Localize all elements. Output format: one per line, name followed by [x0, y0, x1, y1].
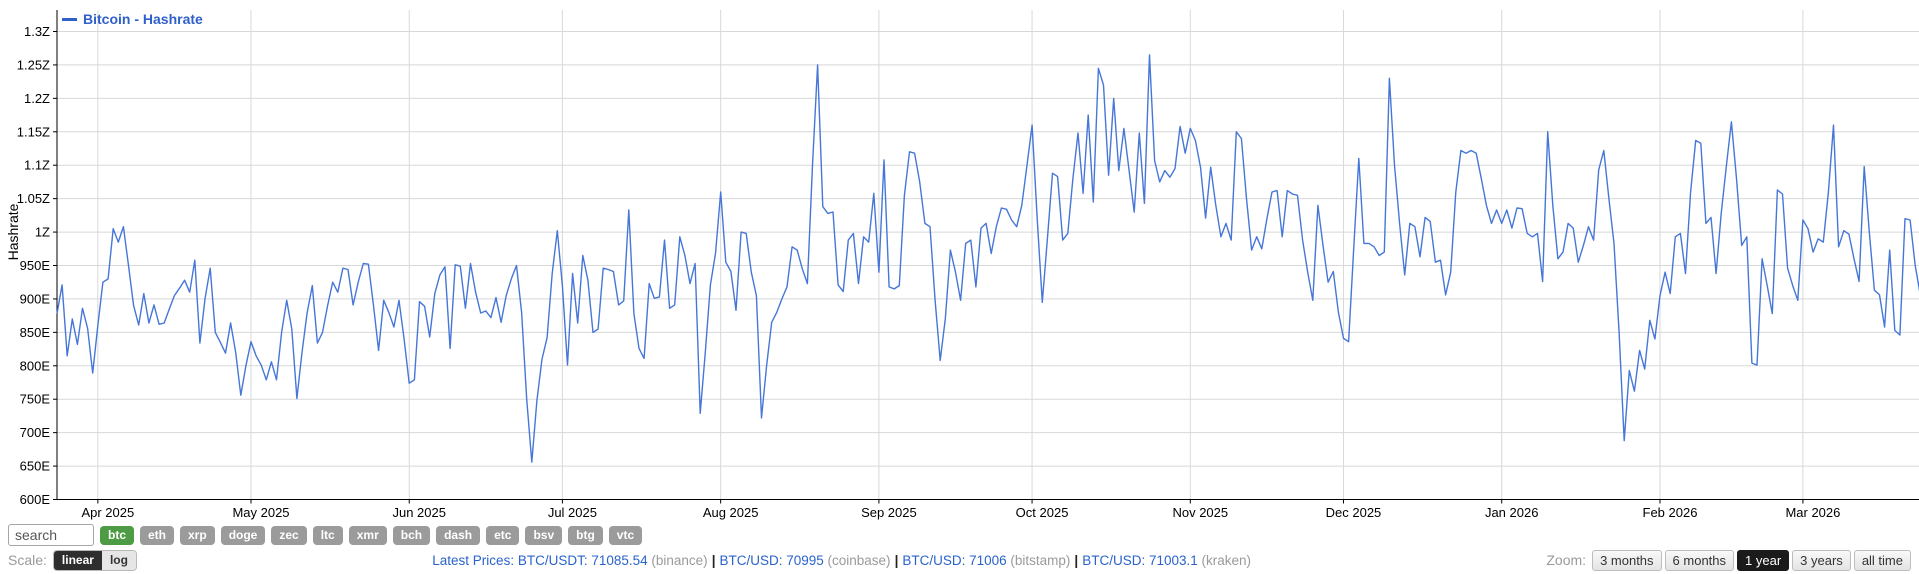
axis-labels: 600E 650E 700E 750E 800E 850E 900E 950E 1Z 1.05Z 1… [17, 24, 1841, 520]
legend-line-icon [62, 17, 77, 21]
zoom-buttons: 3 months 6 months 1 year 3 years all time [1592, 549, 1911, 571]
svg-text:1.25Z: 1.25Z [17, 57, 50, 72]
price-link-binance[interactable]: BTC/USDT: 71085.54 [517, 552, 648, 568]
latest-prices: Latest Prices: BTC/USDT: 71085.54 (binan… [137, 553, 1546, 568]
svg-text:1.05Z: 1.05Z [17, 191, 50, 206]
zoom-option-6-months[interactable]: 6 months [1664, 549, 1735, 571]
svg-text:900E: 900E [20, 291, 51, 306]
svg-text:Jan 2026: Jan 2026 [1485, 505, 1539, 520]
coin-button-dash[interactable]: dash [436, 525, 481, 545]
bottom-bar: Scale: linear log Latest Prices: BTC/USDT… [8, 549, 1911, 571]
coin-button-btg[interactable]: btg [568, 525, 603, 545]
svg-text:800E: 800E [20, 358, 51, 373]
coin-button-xrp[interactable]: xrp [180, 525, 215, 545]
zoom-option-all-time[interactable]: all time [1853, 549, 1911, 571]
svg-text:Feb 2026: Feb 2026 [1643, 505, 1698, 520]
zoom-option-1-year[interactable]: 1 year [1737, 549, 1790, 571]
hashrate-chart[interactable]: 600E 650E 700E 750E 800E 850E 900E 950E 1Z 1.05Z 1… [0, 0, 1919, 520]
price-exchange-kraken: (kraken) [1197, 552, 1252, 568]
svg-text:750E: 750E [20, 392, 51, 407]
price-separator: | [711, 552, 716, 568]
svg-text:1.2Z: 1.2Z [24, 91, 50, 106]
scale-toggle: linear log [52, 549, 137, 571]
price-link-coinbase[interactable]: BTC/USD: 70995 [719, 552, 824, 568]
price-exchange-coinbase: (coinbase) [823, 552, 891, 568]
price-link-kraken[interactable]: BTC/USD: 71003.1 [1082, 552, 1198, 568]
svg-text:Nov 2025: Nov 2025 [1172, 505, 1228, 520]
svg-text:700E: 700E [20, 425, 51, 440]
scale-option-log[interactable]: log [101, 550, 136, 570]
coin-buttons: btc eth xrp doge zec ltc xmr bch dash etc bsv btg vt… [100, 525, 643, 545]
search-input[interactable] [8, 524, 94, 546]
coin-button-zec[interactable]: zec [271, 525, 307, 545]
svg-text:May 2025: May 2025 [232, 505, 289, 520]
zoom-option-3-months[interactable]: 3 months [1592, 549, 1662, 571]
svg-text:Oct 2025: Oct 2025 [1016, 505, 1069, 520]
series-line [56, 54, 1919, 463]
coin-button-vtc[interactable]: vtc [608, 525, 643, 545]
price-separator: | [1074, 552, 1079, 568]
zoom-option-3-years[interactable]: 3 years [1792, 549, 1851, 571]
gridlines [57, 10, 1919, 500]
coin-button-eth[interactable]: eth [140, 525, 174, 545]
price-exchange-bitstamp: (bitstamp) [1006, 552, 1071, 568]
svg-text:Apr 2025: Apr 2025 [81, 505, 134, 520]
svg-text:650E: 650E [20, 459, 51, 474]
svg-text:Sep 2025: Sep 2025 [861, 505, 917, 520]
chart-region: 600E 650E 700E 750E 800E 850E 900E 950E 1Z 1.05Z 1… [0, 0, 1919, 520]
coin-button-etc[interactable]: etc [486, 525, 520, 545]
svg-text:950E: 950E [20, 258, 51, 273]
coin-filter-row: btcethxrpdogezecltcxmrbchdashetcbsvbtgvt… [8, 524, 1911, 546]
svg-text:Aug 2025: Aug 2025 [703, 505, 759, 520]
coin-button-bch[interactable]: bch [392, 525, 431, 545]
coin-button-doge[interactable]: doge [220, 525, 266, 545]
zoom-label: Zoom: [1546, 552, 1587, 568]
svg-text:1.1Z: 1.1Z [24, 158, 50, 173]
price-link-bitstamp[interactable]: BTC/USD: 71006 [902, 552, 1007, 568]
svg-text:1.3Z: 1.3Z [24, 24, 50, 39]
scale-label: Scale: [8, 552, 47, 568]
coin-button-xmr[interactable]: xmr [348, 525, 387, 545]
scale-option-linear[interactable]: linear [53, 550, 102, 570]
y-axis-title: Hashrate [5, 203, 21, 261]
svg-text:1Z: 1Z [35, 225, 50, 240]
latest-prices-label: Latest Prices: [432, 552, 518, 568]
price-separator: | [894, 552, 899, 568]
axis-lines [53, 10, 1919, 504]
svg-text:1.15Z: 1.15Z [17, 124, 50, 139]
coin-button-btc[interactable]: btc [100, 525, 134, 545]
svg-text:Mar 2026: Mar 2026 [1785, 505, 1840, 520]
svg-text:Dec 2025: Dec 2025 [1326, 505, 1382, 520]
coin-button-ltc[interactable]: ltc [312, 525, 343, 545]
svg-text:600E: 600E [20, 492, 51, 507]
coin-button-bsv[interactable]: bsv [525, 525, 563, 545]
price-exchange-binance: (binance) [647, 552, 708, 568]
chart-legend: Bitcoin - Hashrate [62, 11, 203, 27]
legend-series-label: Bitcoin - Hashrate [83, 11, 203, 27]
svg-text:850E: 850E [20, 325, 51, 340]
svg-text:Jul 2025: Jul 2025 [548, 505, 597, 520]
svg-text:Jun 2025: Jun 2025 [392, 505, 446, 520]
